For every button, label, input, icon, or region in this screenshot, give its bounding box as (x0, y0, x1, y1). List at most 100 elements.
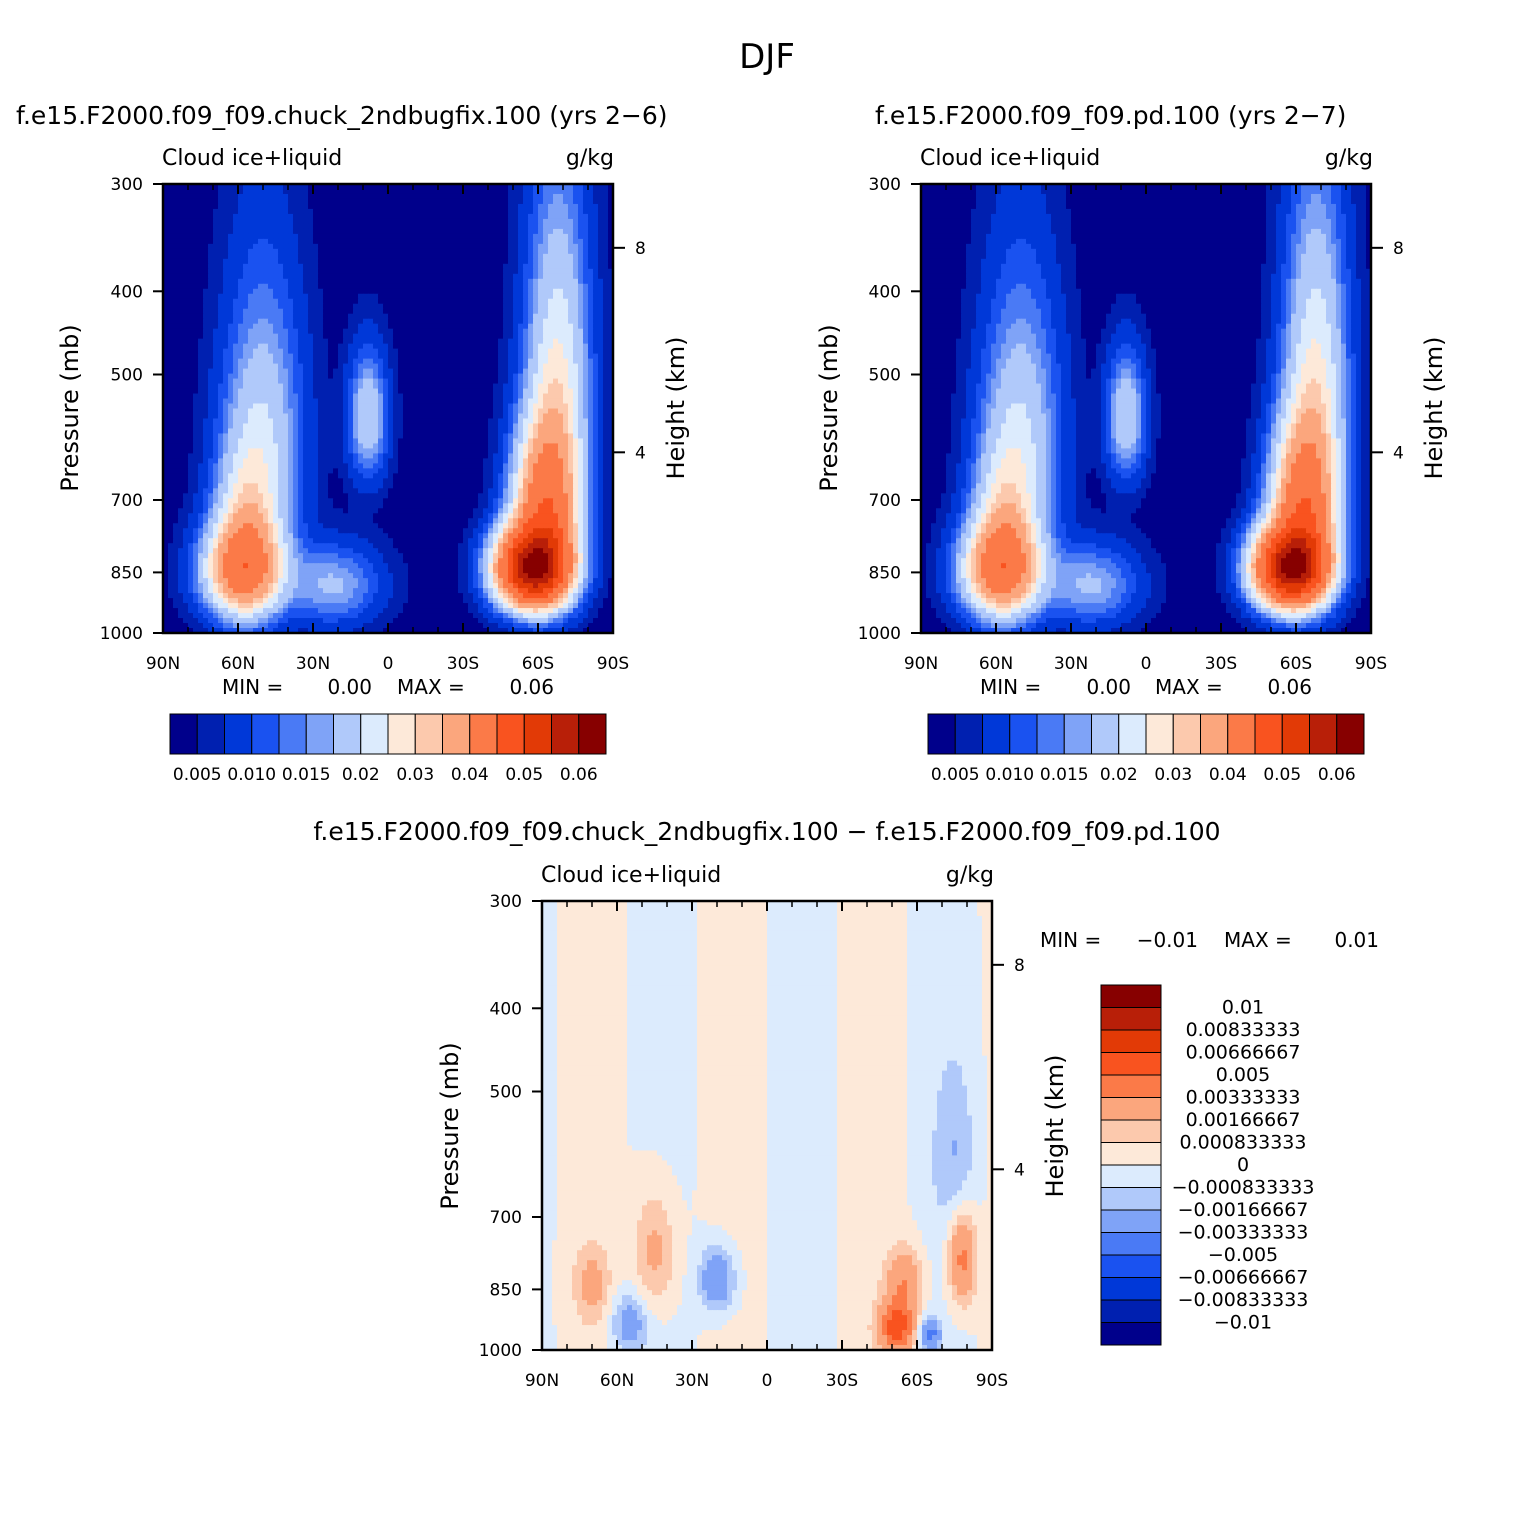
heatmap-cell (308, 278, 314, 285)
heatmap-cell (373, 433, 379, 440)
heatmap-cell (193, 313, 199, 320)
heatmap-cell (348, 313, 354, 320)
heatmap-cell (468, 383, 474, 390)
heatmap-cell (413, 428, 419, 435)
heatmap-cell (373, 248, 379, 255)
heatmap-cell (203, 408, 209, 415)
heatmap-cell (608, 413, 614, 420)
heatmap-cell (468, 278, 474, 285)
heatmap-cell (358, 388, 364, 395)
heatmap-cell (353, 313, 359, 320)
heatmap-cell (408, 253, 414, 260)
heatmap-cell (418, 408, 424, 415)
heatmap-cell (528, 343, 534, 350)
heatmap-cell (573, 198, 579, 205)
heatmap-cell (498, 188, 504, 195)
heatmap-cell (228, 448, 234, 454)
heatmap-cell (328, 203, 334, 210)
heatmap-cell (523, 373, 529, 380)
heatmap-cell (278, 288, 284, 295)
heatmap-cell (263, 413, 269, 420)
heatmap-cell (488, 383, 494, 390)
heatmap-cell (418, 428, 424, 435)
heatmap-cell (328, 208, 334, 215)
heatmap-cell (303, 203, 309, 210)
heatmap-cell (178, 348, 184, 355)
heatmap-cell (283, 438, 289, 445)
heatmap-cell (213, 393, 219, 400)
heatmap-cell (203, 453, 209, 459)
heatmap-cell (583, 373, 589, 380)
heatmap-cell (198, 253, 204, 260)
heatmap-cell (373, 303, 379, 310)
heatmap-cell (233, 184, 239, 190)
heatmap-cell (533, 383, 539, 390)
heatmap-cell (168, 188, 174, 195)
heatmap-cell (218, 408, 224, 415)
heatmap-cell (203, 308, 209, 315)
heatmap-cell (578, 258, 584, 265)
heatmap-cell (168, 438, 174, 445)
heatmap-cell (563, 413, 569, 420)
heatmap-cell (608, 353, 614, 360)
heatmap-cell (448, 393, 454, 400)
heatmap-cell (603, 308, 609, 315)
heatmap-cell (188, 368, 194, 375)
heatmap-cell (553, 353, 559, 360)
heatmap-cell (323, 303, 329, 310)
heatmap-cell (353, 263, 359, 270)
heatmap-cell (353, 213, 359, 220)
heatmap-cell (238, 188, 244, 195)
heatmap-cell (413, 418, 419, 425)
heatmap-cell (573, 428, 579, 435)
heatmap-cell (423, 363, 429, 370)
heatmap-cell (343, 413, 349, 420)
heatmap-cell (453, 408, 459, 415)
heatmap-cell (393, 378, 399, 385)
heatmap-cell (458, 223, 464, 230)
heatmap-cell (458, 213, 464, 220)
heatmap-cell (598, 388, 604, 395)
heatmap-cell (268, 398, 274, 405)
heatmap-cell (283, 343, 289, 350)
heatmap-cell (193, 258, 199, 265)
heatmap-cell (168, 408, 174, 415)
heatmap-cell (258, 343, 264, 350)
heatmap-cell (463, 378, 469, 385)
heatmap-cell (328, 253, 334, 260)
heatmap-cell (553, 308, 559, 315)
heatmap-cell (508, 448, 514, 454)
heatmap-cell (333, 228, 339, 235)
heatmap-cell (288, 213, 294, 220)
heatmap-cell (418, 378, 424, 385)
heatmap-cell (173, 388, 179, 395)
heatmap-cell (248, 418, 254, 425)
heatmap-cell (428, 278, 434, 285)
heatmap-cell (178, 184, 184, 190)
heatmap-cell (373, 184, 379, 190)
heatmap-cell (588, 403, 594, 410)
heatmap-cell (588, 188, 594, 195)
heatmap-cell (408, 418, 414, 425)
heatmap-cell (553, 243, 559, 250)
heatmap-cell (468, 208, 474, 215)
heatmap-cell (468, 258, 474, 265)
heatmap-cell (188, 398, 194, 405)
heatmap-cell (378, 393, 384, 400)
heatmap-cell (218, 213, 224, 220)
heatmap-cell (513, 303, 519, 310)
heatmap-cell (423, 268, 429, 275)
heatmap-cell (548, 393, 554, 400)
heatmap-cell (398, 383, 404, 390)
heatmap-cell (183, 228, 189, 235)
heatmap-cell (473, 453, 479, 459)
heatmap-cell (228, 423, 234, 430)
heatmap-cell (518, 343, 524, 350)
heatmap-cell (178, 388, 184, 395)
heatmap-cell (368, 418, 374, 425)
heatmap-cell (233, 253, 239, 260)
heatmap-cell (493, 208, 499, 215)
heatmap-cell (493, 263, 499, 270)
heatmap-cell (563, 323, 569, 330)
heatmap-cell (473, 368, 479, 375)
